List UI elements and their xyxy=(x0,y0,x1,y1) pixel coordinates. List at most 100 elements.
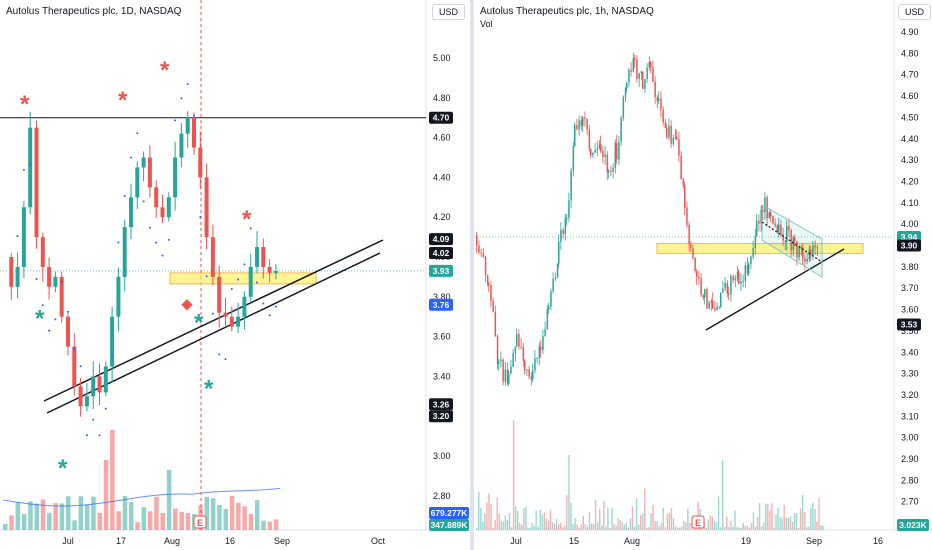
candle-body xyxy=(534,358,536,371)
volume-bar xyxy=(91,496,96,530)
candle-body xyxy=(84,396,89,407)
candle-body xyxy=(526,369,528,371)
candle-body xyxy=(59,276,64,317)
candle-body xyxy=(604,154,606,158)
hourly-chart-svg[interactable]: 4.90 4.80 4.70 4.60 4.50 4.40 4.30 4.20 4.10 4.00… xyxy=(474,0,932,550)
price-label-text: 3.20 xyxy=(433,411,450,421)
pane-divider[interactable] xyxy=(470,0,474,550)
volume-bar xyxy=(820,524,822,530)
candle-body xyxy=(706,289,708,309)
candle-body xyxy=(750,256,752,264)
volume-bar xyxy=(486,502,488,530)
volume-bar xyxy=(625,522,628,530)
volume-bar xyxy=(566,495,568,530)
candle-body xyxy=(516,334,518,347)
volume-bar xyxy=(668,512,671,530)
volume-bar xyxy=(166,470,172,530)
volume-bar xyxy=(555,519,558,530)
price-tick-label: 3.70 xyxy=(901,283,919,293)
candle-body xyxy=(154,187,159,208)
volume-bar xyxy=(709,515,712,530)
candle-body xyxy=(554,277,557,279)
candle-body xyxy=(638,73,640,79)
volume-bar xyxy=(519,523,521,530)
daily-chart-svg[interactable]: 5.004.804.604.404.204.003.803.603.403.20… xyxy=(0,0,470,550)
volume-bar xyxy=(719,527,722,530)
volume-bar xyxy=(763,522,765,530)
candle-body xyxy=(594,150,596,153)
price-label-text: 3.76 xyxy=(433,300,450,310)
candle-body xyxy=(802,247,804,259)
volume-bar xyxy=(3,523,8,530)
candle-body xyxy=(28,127,33,208)
candle-body xyxy=(508,373,510,384)
volume-bar xyxy=(478,492,480,530)
candle-body xyxy=(636,59,638,79)
channel-midline xyxy=(761,221,823,263)
candle-body xyxy=(229,316,234,327)
earnings-event-label: E xyxy=(695,518,701,528)
volume-bar xyxy=(576,524,578,530)
currency-button-left[interactable]: USD xyxy=(432,4,466,20)
candle-body xyxy=(668,125,670,138)
candle-body xyxy=(179,133,184,158)
sar-dot xyxy=(155,241,158,244)
price-tick-label: 4.00 xyxy=(901,219,919,229)
candle-body xyxy=(552,278,554,292)
volume-bar xyxy=(664,527,666,530)
sar-dot xyxy=(111,354,114,357)
candle-body xyxy=(536,357,538,359)
candle-body xyxy=(135,167,140,198)
volume-bar xyxy=(654,520,656,530)
volume-bar xyxy=(631,506,634,530)
volume-bar xyxy=(707,519,710,530)
candle-body xyxy=(782,234,784,241)
candle-body xyxy=(792,237,795,251)
volume-bar xyxy=(789,516,792,530)
volume-bar xyxy=(722,460,724,530)
trendline-lower xyxy=(46,252,381,414)
volume-bar xyxy=(629,518,632,530)
candle-body xyxy=(652,67,654,82)
sar-dot xyxy=(48,329,51,332)
candle-body xyxy=(544,329,546,337)
candle-body xyxy=(478,245,480,253)
candle-body xyxy=(147,157,152,188)
volume-bar xyxy=(765,503,767,530)
volume-bar xyxy=(480,507,482,530)
volume-bar xyxy=(525,506,527,530)
time-tick-label: Sep xyxy=(274,536,290,546)
candle-body xyxy=(656,97,659,101)
volume-bar xyxy=(97,512,102,530)
volume-bar xyxy=(660,523,662,530)
candle-body xyxy=(794,237,796,242)
candle-body xyxy=(584,117,586,119)
volume-bar xyxy=(236,502,241,530)
volume-bar xyxy=(545,518,548,530)
candle-body xyxy=(696,270,698,277)
candle-body xyxy=(502,359,504,382)
candle-body xyxy=(204,177,209,238)
time-tick-label: Jul xyxy=(62,536,74,546)
candle-body xyxy=(720,292,722,307)
candle-body xyxy=(185,117,190,134)
candle-body xyxy=(524,360,526,371)
volume-bar xyxy=(517,511,519,530)
volume-bar xyxy=(255,500,260,530)
candle-body xyxy=(608,170,610,173)
volume-bar xyxy=(804,512,806,530)
currency-button-right[interactable]: USD xyxy=(898,4,932,20)
chart-pane-hourly[interactable]: 4.90 4.80 4.70 4.60 4.50 4.40 4.30 4.20 4.10 4.00… xyxy=(474,0,932,550)
chart-pane-daily[interactable]: 5.004.804.604.404.204.003.803.603.403.20… xyxy=(0,0,470,550)
volume-bar xyxy=(551,521,554,530)
sar-dot xyxy=(22,168,25,171)
candle-body xyxy=(716,306,718,310)
time-tick-label: Aug xyxy=(164,536,180,546)
candle-body xyxy=(492,301,494,313)
volume-ma-line xyxy=(2,487,281,507)
candle-body xyxy=(736,271,739,279)
candle-body xyxy=(814,245,816,248)
candle-body xyxy=(598,144,601,149)
price-tick-label: 4.60 xyxy=(433,133,451,143)
price-label-badge xyxy=(897,318,921,331)
